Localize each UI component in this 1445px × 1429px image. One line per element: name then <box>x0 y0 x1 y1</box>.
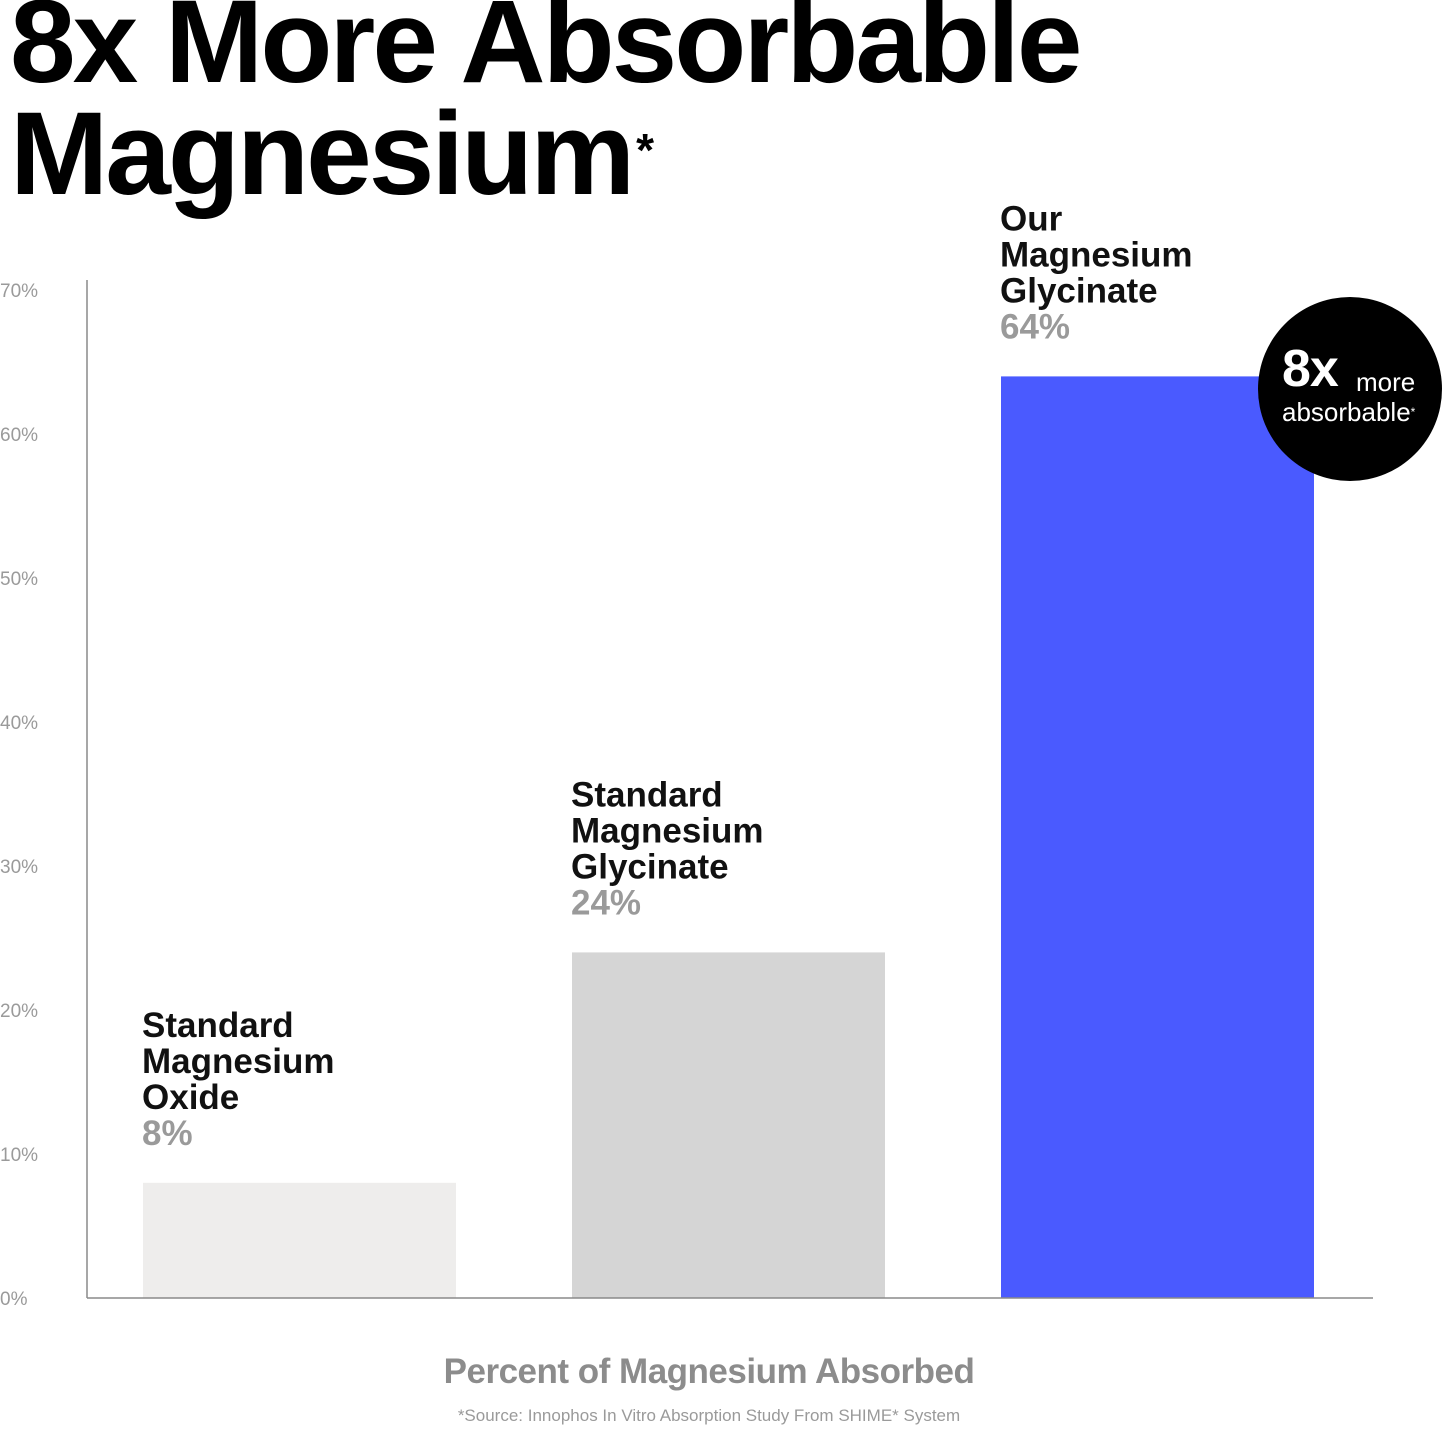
y-tick-label: 30% <box>0 857 38 878</box>
bar <box>1001 376 1314 1298</box>
x-axis-label: Percent of Magnesium Absorbed <box>443 1352 975 1391</box>
page-title: 8x More Absorbable Magnesium* <box>10 0 1082 213</box>
bar <box>572 952 885 1298</box>
y-tick-label: 70% <box>0 281 38 302</box>
badge-multiplier: 8x <box>1282 340 1339 398</box>
badge-more-text: more <box>1356 367 1416 397</box>
bar-category-label: Glycinate <box>571 847 729 886</box>
y-tick-label: 40% <box>0 713 38 734</box>
y-tick-label: 60% <box>0 425 38 446</box>
bar-value-label: 24% <box>571 883 641 922</box>
bars <box>143 376 1314 1298</box>
y-axis-ticks: 0% 10% 20% 30% 40% 50% 60% 70% <box>0 281 38 1310</box>
y-tick-label: 0% <box>0 1289 28 1310</box>
bar-value-label: 8% <box>142 1114 193 1153</box>
badge-absorbable-word: absorbable <box>1282 397 1411 427</box>
bar-value-label: 64% <box>1000 307 1070 346</box>
title-line-2: Magnesium <box>10 88 635 220</box>
y-tick-label: 10% <box>0 1145 38 1166</box>
bar <box>143 1182 456 1298</box>
bar-category-label: Magnesium <box>571 811 764 850</box>
absorption-badge: 8x more absorbable* <box>1258 297 1442 481</box>
bar-category-label: Oxide <box>142 1078 239 1117</box>
bar-category-label: Standard <box>142 1006 294 1045</box>
y-tick-label: 50% <box>0 569 38 590</box>
bar-category-label: Magnesium <box>142 1042 335 1081</box>
title-line-1: 8x More Absorbable <box>10 0 1082 108</box>
bar-category-label: Magnesium <box>1000 235 1193 274</box>
bar-category-label: Glycinate <box>1000 271 1158 310</box>
title-asterisk: * <box>636 124 654 176</box>
badge-asterisk: * <box>1410 405 1416 419</box>
bar-category-label: Our <box>1000 199 1063 238</box>
y-tick-label: 20% <box>0 1001 38 1022</box>
source-footnote: *Source: Innophos In Vitro Absorption St… <box>457 1406 961 1425</box>
badge-absorbable-text: absorbable* <box>1282 399 1415 425</box>
bar-labels: StandardMagnesiumOxide8%StandardMagnesiu… <box>142 199 1193 1152</box>
bar-category-label: Standard <box>571 775 723 814</box>
